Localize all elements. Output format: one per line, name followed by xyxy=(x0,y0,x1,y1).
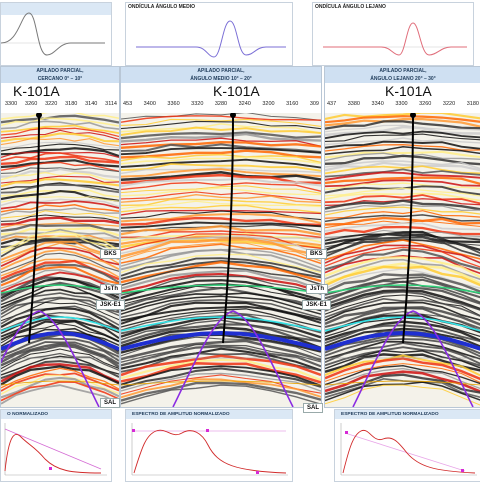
tick-label: 3114 xyxy=(105,101,117,107)
seismic-panel-mid: APILADO PARCIAL, ÁNGULO MEDIO 10° – 20° … xyxy=(120,66,322,408)
well-label: K-101A xyxy=(213,83,260,99)
tick-label: 3220 xyxy=(45,101,58,107)
spectrum-title: O NORMALIZADO xyxy=(1,410,111,419)
tick-label: 3240 xyxy=(238,101,251,107)
cdp-axis: 437 3380 3340 3300 3260 3220 3180 xyxy=(325,101,480,111)
spectrum-panel-near: O NORMALIZADO xyxy=(0,409,112,482)
tick-label: 3280 xyxy=(214,101,228,107)
horizon-marker-bks: BKS xyxy=(100,249,121,259)
tick-label: 3380 xyxy=(347,101,360,107)
panel-title-line1: APILADO PARCIAL, xyxy=(197,68,245,74)
tick-label: 3300 xyxy=(395,101,408,107)
spectrum-plot-near xyxy=(4,423,107,476)
horizon-marker-jsth: JsTh xyxy=(100,284,123,294)
wavelet-panel-mid: ONDÍCULA ÁNGULO MEDIO xyxy=(125,2,293,66)
wavelet-panel-near xyxy=(0,2,112,66)
seismic-image-mid xyxy=(121,113,321,407)
wavelet-plot-far xyxy=(323,22,467,56)
tick-label: 3360 xyxy=(167,101,180,107)
tick-label: 3220 xyxy=(442,101,456,107)
tick-label: 3260 xyxy=(25,101,38,107)
wavelet-plot-near xyxy=(0,3,111,56)
spectrum-panel-far: ESPECTRO DE AMPLITUD NORMALIZADO xyxy=(334,409,480,482)
spectrum-plot-mid xyxy=(131,423,288,476)
spectrum-plot-far xyxy=(340,423,477,476)
wavelet-title-mid: ONDÍCULA ÁNGULO MEDIO xyxy=(128,4,196,10)
panel-title-line2: ÁNGULO LEJANO 20° – 30° xyxy=(370,76,436,82)
horizon-marker-jsk-e1: JSK-E1 xyxy=(302,300,332,310)
tick-label: 3400 xyxy=(143,101,156,107)
seismic-image-near xyxy=(1,113,119,407)
panel-header-mid: APILADO PARCIAL, ÁNGULO MEDIO 10° – 20° xyxy=(121,67,321,83)
tick-label: 3160 xyxy=(286,101,299,107)
tick-label: 3320 xyxy=(191,101,204,107)
wavelet-title-far: ONDÍCULA ÁNGULO LEJANO xyxy=(315,4,386,10)
tick-label: 3340 xyxy=(371,101,384,107)
spectrum-panel-mid: ESPECTRO DE AMPLITUD NORMALIZADO xyxy=(125,409,293,482)
horizon-marker-bks: BKS xyxy=(306,249,327,259)
cdp-axis: 453 3400 3360 3320 3280 3240 3200 3160 3… xyxy=(121,101,321,111)
tick-label: 3140 xyxy=(85,101,98,107)
well-label: K-101A xyxy=(385,83,432,99)
tick-label: 3180 xyxy=(466,101,479,107)
tick-label: 3260 xyxy=(419,101,432,107)
seismic-panel-far: APILADO PARCIAL, ÁNGULO LEJANO 20° – 30°… xyxy=(324,66,480,408)
tick-label: 453 xyxy=(123,101,133,107)
panel-title-line1: APILADO PARCIAL, xyxy=(36,68,84,74)
tick-label: 3200 xyxy=(262,101,275,107)
tick-label: 309 xyxy=(309,101,319,107)
horizon-marker-jsth: JsTh xyxy=(306,284,329,294)
tick-label: 3180 xyxy=(65,101,78,107)
spectrum-title: ESPECTRO DE AMPLITUD NORMALIZADO xyxy=(335,410,480,419)
panel-title-line2: ÁNGULO MEDIO 10° – 20° xyxy=(190,76,252,82)
tick-label: 3300 xyxy=(5,101,18,107)
spectrum-title: ESPECTRO DE AMPLITUD NORMALIZADO xyxy=(126,410,292,419)
panel-header-far: APILADO PARCIAL, ÁNGULO LEJANO 20° – 30° xyxy=(325,67,480,83)
cdp-axis: 3300 3260 3220 3180 3140 3114 xyxy=(1,101,119,111)
well-label: K-101A xyxy=(13,83,60,99)
seismic-panel-near: APILADO PARCIAL, CERCANO 0° – 10° K-101A… xyxy=(0,66,120,408)
tick-label: 437 xyxy=(327,101,337,107)
panel-title-line2: CERCANO 0° – 10° xyxy=(37,76,83,82)
seismic-image-far xyxy=(325,113,480,407)
panel-title-line1: APILADO PARCIAL, xyxy=(379,68,427,74)
horizon-marker-sal: SAL xyxy=(100,398,120,408)
wavelet-plot-mid xyxy=(136,20,286,58)
panel-header-near: APILADO PARCIAL, CERCANO 0° – 10° xyxy=(1,67,119,83)
horizon-marker-sal: SAL xyxy=(303,403,323,413)
horizon-marker-jsk-e1: JSK-E1 xyxy=(96,300,126,310)
wavelet-panel-far: ONDÍCULA ÁNGULO LEJANO xyxy=(312,2,474,66)
